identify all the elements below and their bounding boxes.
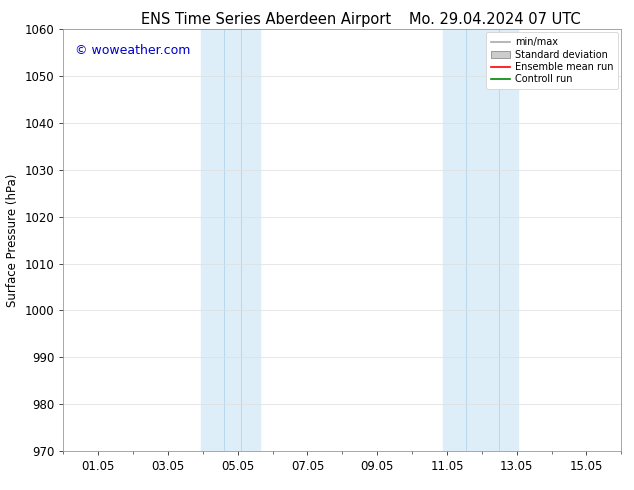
Bar bbox=[443, 29, 519, 451]
Legend: min/max, Standard deviation, Ensemble mean run, Controll run: min/max, Standard deviation, Ensemble me… bbox=[486, 32, 618, 89]
Text: Mo. 29.04.2024 07 UTC: Mo. 29.04.2024 07 UTC bbox=[409, 12, 580, 27]
Text: ENS Time Series Aberdeen Airport: ENS Time Series Aberdeen Airport bbox=[141, 12, 391, 27]
Y-axis label: Surface Pressure (hPa): Surface Pressure (hPa) bbox=[6, 173, 19, 307]
Text: © woweather.com: © woweather.com bbox=[75, 44, 190, 57]
Bar bbox=[201, 29, 261, 451]
